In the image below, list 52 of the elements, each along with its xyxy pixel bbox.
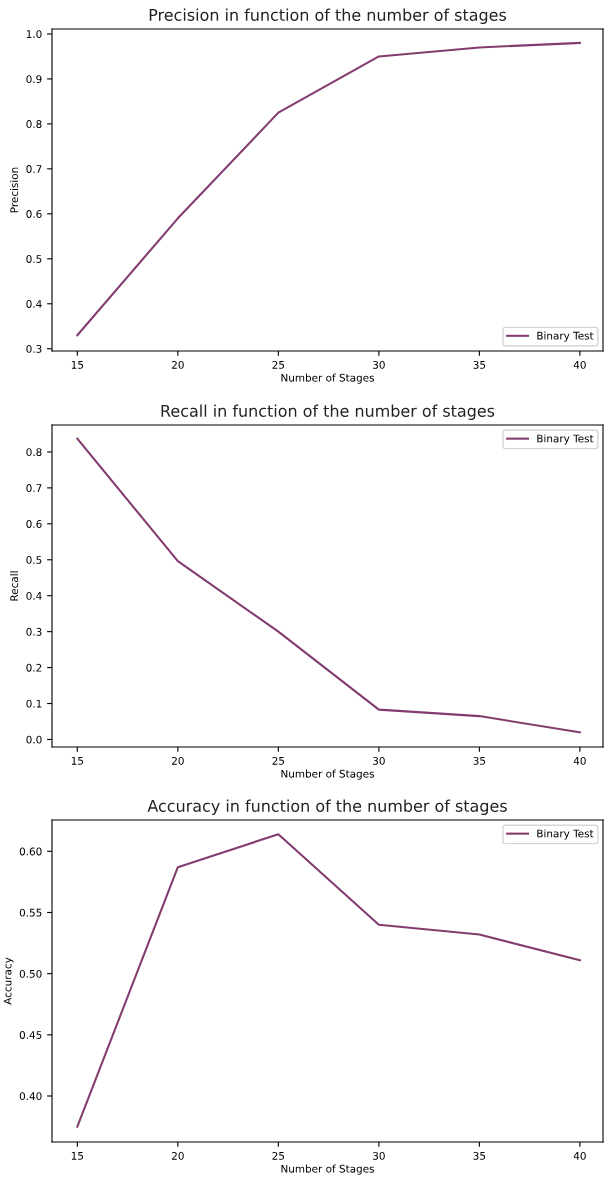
x-tick-label: 40: [573, 756, 586, 765]
y-tick-label: 0.3: [26, 344, 42, 353]
x-tick-label: 20: [171, 756, 184, 765]
x-tick-label: 25: [272, 360, 285, 369]
x-tick-label: 35: [473, 360, 486, 369]
x-tick-label: 35: [473, 756, 486, 765]
y-tick-label: 0.50: [19, 969, 42, 978]
y-tick-label: 0.55: [19, 908, 42, 917]
y-tick-label: 0.5: [26, 255, 42, 263]
y-tick-label: 0.4: [26, 300, 42, 308]
y-tick-label: 0.7: [26, 484, 42, 492]
legend-label: Binary Test: [537, 829, 594, 840]
x-tick-label: 25: [272, 756, 285, 765]
x-tick-label: 15: [71, 1152, 84, 1160]
chart-title: Accuracy in function of the number of stages: [147, 799, 507, 815]
y-axis-title: Precision: [10, 167, 19, 213]
y-tick-label: 0.60: [19, 847, 42, 856]
y-tick-label: 0.4: [26, 591, 42, 600]
y-tick-label: 0.6: [26, 210, 42, 218]
text: Binary Test: [537, 434, 594, 445]
x-tick-label: 30: [373, 756, 385, 765]
y-tick-label: 0.9: [26, 75, 42, 84]
x-tick-label: 15: [71, 757, 84, 765]
x-tick-label: 20: [171, 1151, 184, 1160]
legend-label: Binary Test: [537, 331, 594, 342]
chart-title: Precision in function of the number of stages: [149, 8, 507, 24]
x-axis-title: Number of Stages: [281, 769, 375, 780]
x-axis-title: Number of Stages: [281, 1164, 375, 1175]
x-tick-label: 25: [272, 1151, 285, 1160]
x-tick-label: 40: [573, 1151, 586, 1160]
x-tick-label: 35: [473, 1151, 486, 1160]
y-tick-label: 0.8: [26, 448, 42, 457]
y-tick-label: 0.1: [26, 699, 42, 708]
y-axis-title: Recall: [10, 571, 19, 601]
x-axis-title: Number of Stages: [281, 373, 375, 384]
y-tick-label: 0.2: [26, 663, 42, 672]
y-axis-title: Accuracy: [3, 957, 14, 1005]
y-tick-label: 0.3: [26, 627, 42, 636]
chart-title: Recall in function of the number of stages: [161, 404, 495, 420]
y-tick-label: 0.45: [19, 1031, 42, 1039]
y-tick-label: 0.7: [26, 165, 42, 173]
y-tick-label: 0.8: [26, 120, 42, 128]
y-tick-label: 0.5: [26, 555, 42, 564]
y-tick-label: 0.6: [26, 520, 42, 528]
y-tick-label: 1.0: [26, 30, 42, 39]
y-tick-label: 0.0: [26, 735, 42, 744]
x-tick-label: 30: [373, 1151, 385, 1160]
x-tick-label: 30: [373, 360, 385, 369]
x-tick-label: 15: [71, 361, 84, 369]
y-tick-label: 0.40: [19, 1092, 42, 1101]
x-tick-label: 40: [573, 360, 586, 369]
x-tick-label: 20: [171, 360, 184, 369]
